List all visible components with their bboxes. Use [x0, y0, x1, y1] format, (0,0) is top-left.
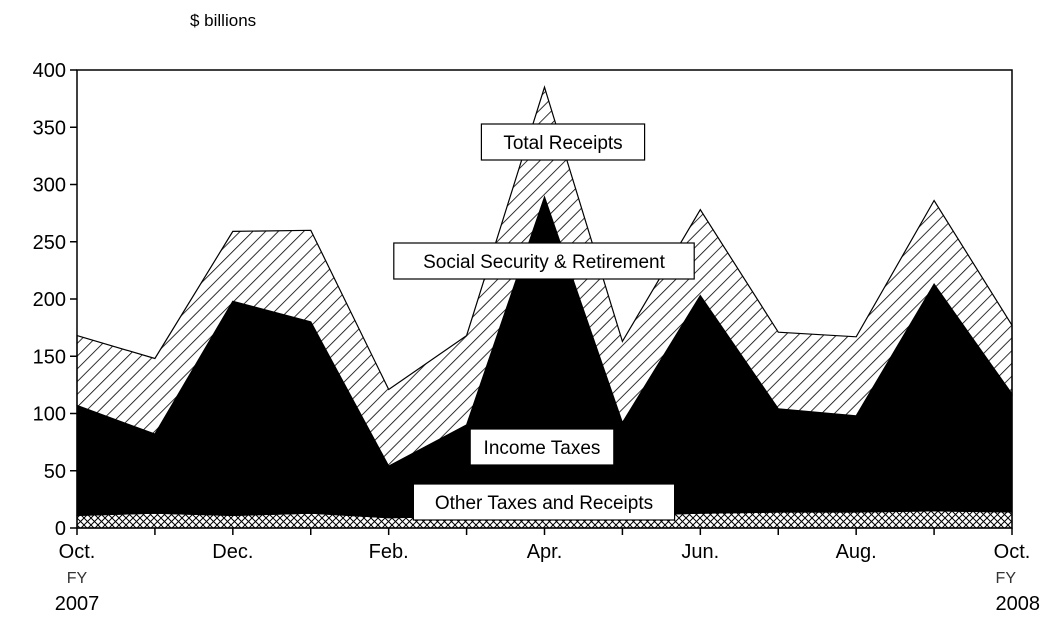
x-axis: Oct. Dec. Feb. Apr. Jun. Aug. Oct. FY 2007 FY 2008 [55, 528, 1040, 615]
y-tick-label: 50 [44, 461, 66, 483]
x-tick-label: Feb. [369, 541, 409, 563]
x-tick-label: Apr. [527, 541, 563, 563]
annotation-other-taxes-and-receipts: Other Taxes and Receipts [412, 483, 676, 521]
x-tick-label: Aug. [836, 541, 877, 563]
y-tick-label: 300 [33, 175, 66, 197]
fiscal-year-label: FY [996, 570, 1017, 587]
fiscal-year-value: 2007 [55, 593, 100, 615]
annotation-text: Other Taxes and Receipts [435, 493, 653, 514]
annotation-text: Income Taxes [484, 438, 601, 459]
fiscal-year-label: FY [67, 570, 88, 587]
y-axis-unit-label: $ billions [190, 11, 256, 30]
y-tick-label: 100 [33, 404, 66, 426]
y-tick-label: 250 [33, 232, 66, 254]
annotation-total-receipts: Total Receipts [480, 123, 646, 161]
fiscal-year-value: 2008 [996, 593, 1041, 615]
x-tick-label: Oct. [994, 541, 1031, 563]
y-tick-label: 0 [55, 518, 66, 540]
area-annotations: Total Receipts Social Security & Retireme… [393, 123, 695, 521]
x-tick-label: Jun. [681, 541, 719, 563]
y-tick-label: 200 [33, 289, 66, 311]
annotation-box [412, 483, 676, 521]
annotation-box [469, 428, 615, 466]
annotation-box [393, 242, 695, 280]
x-tick-label: Oct. [59, 541, 96, 563]
annotation-box [480, 123, 646, 161]
y-axis: 0 50 100 150 200 250 300 350 400 [33, 60, 77, 540]
y-tick-label: 350 [33, 117, 66, 139]
annotation-income-taxes: Income Taxes [469, 428, 615, 466]
annotation-social-security-retirement: Social Security & Retirement [393, 242, 695, 280]
annotation-text: Total Receipts [503, 133, 622, 154]
annotation-text: Social Security & Retirement [423, 252, 666, 273]
y-tick-label: 400 [33, 60, 66, 82]
y-tick-label: 150 [33, 346, 66, 368]
x-tick-label: Dec. [212, 541, 253, 563]
